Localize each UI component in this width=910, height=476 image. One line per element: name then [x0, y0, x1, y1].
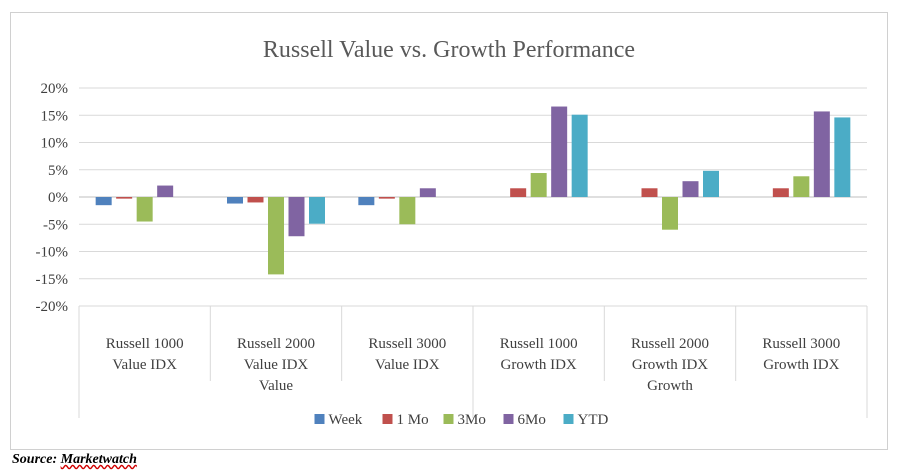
bar-6mo-3 [551, 106, 568, 197]
group-label: Value [259, 378, 293, 394]
legend-swatch [443, 414, 454, 424]
legend-label: 3Mo [458, 412, 486, 428]
category-label: Russell 1000 Growth IDX [500, 336, 578, 373]
bar-3mo-2 [399, 197, 416, 225]
y-tick-label: -5% [43, 217, 68, 233]
source-name: Marketwatch [60, 452, 137, 467]
bar-1-mo-1 [247, 197, 264, 203]
category-label: Russell 2000 Growth IDX [631, 336, 709, 373]
bar-6mo-0 [157, 185, 174, 197]
bar-6mo-1 [288, 197, 305, 237]
bar-3mo-3 [530, 173, 547, 197]
group-label: Growth [647, 378, 693, 394]
axis-layer: 20% 15% 10% 5% 0% -5% -10% -15% -20% Russell 1000… [36, 81, 868, 418]
source-label: Source: [12, 452, 58, 467]
legend-label: Week [329, 412, 363, 428]
bar-1-mo-0 [116, 197, 133, 199]
bar-1-mo-5 [772, 188, 789, 197]
legend-label: YTD [578, 412, 609, 428]
legend: Week 1 Mo 3Mo 6Mo YTD [314, 412, 609, 428]
bar-6mo-2 [419, 188, 436, 197]
bar-week-1 [227, 197, 243, 204]
bar-ytd-4 [703, 170, 719, 197]
legend-swatch [563, 414, 574, 424]
y-tick-label: -10% [36, 245, 69, 261]
chart-svg: Russell Value vs. Growth Performance 20%… [36, 37, 868, 428]
legend-swatch [503, 414, 514, 424]
bar-6mo-4 [682, 181, 699, 197]
category-label: Russell 3000 Value IDX [368, 336, 446, 373]
bar-ytd-5 [834, 117, 851, 197]
y-tick-label: 15% [41, 108, 69, 124]
bar-week-0 [95, 197, 112, 206]
bar-1-mo-3 [510, 188, 527, 197]
chart-title: Russell Value vs. Growth Performance [263, 37, 635, 63]
bar-3mo-0 [136, 197, 153, 222]
bar-week-2 [358, 197, 375, 206]
y-tick-label: 10% [41, 136, 69, 152]
legend-label: 1 Mo [397, 412, 429, 428]
y-tick-label: -15% [36, 272, 69, 288]
category-label: Russell 1000 Value IDX [106, 336, 184, 373]
bar-layer [95, 106, 851, 275]
bar-3mo-1 [268, 197, 284, 275]
legend-swatch [314, 414, 325, 424]
grid-layer [79, 87, 867, 307]
y-tick-label: 20% [41, 81, 69, 97]
y-tick-label: -20% [36, 299, 69, 315]
legend-label: 6Mo [518, 412, 546, 428]
bar-6mo-5 [813, 111, 830, 197]
bar-3mo-5 [793, 176, 810, 197]
bar-ytd-3 [571, 114, 588, 197]
source-note: Source: Marketwatch [12, 452, 137, 468]
y-tick-label: 0% [48, 190, 68, 206]
bar-ytd-1 [309, 197, 325, 224]
bar-1-mo-2 [378, 197, 395, 199]
legend-swatch [382, 414, 393, 424]
bar-1-mo-4 [641, 188, 658, 197]
category-label: Russell 2000 Value IDX [237, 336, 315, 373]
chart-frame: Russell Value vs. Growth Performance 20%… [10, 12, 888, 450]
bar-3mo-4 [662, 197, 678, 230]
category-label: Russell 3000 Growth IDX [762, 336, 840, 373]
y-tick-label: 5% [48, 163, 68, 179]
